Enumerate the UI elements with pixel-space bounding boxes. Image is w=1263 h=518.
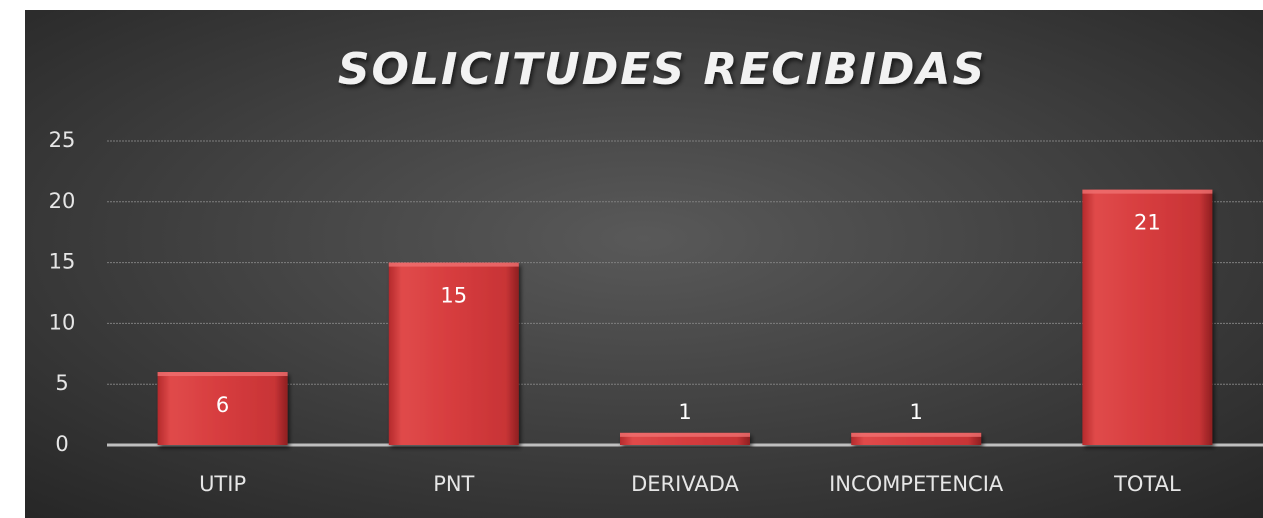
data-label: 6 [216,393,229,417]
bar-bevel [388,262,519,267]
chart-title: SOLICITUDES RECIBIDAS [338,44,986,95]
data-label: 1 [910,400,923,424]
bar-bevel [157,372,288,377]
x-tick-label: DERIVADA [631,472,739,496]
data-label: 1 [678,400,691,424]
y-tick-label: 0 [55,432,68,456]
x-tick-label: UTIP [199,472,246,496]
y-tick-label: 20 [49,189,76,213]
bar-bevel [1082,189,1213,194]
y-tick-label: 15 [49,250,76,274]
bar-bevel [851,432,982,437]
x-tick-label: PNT [433,472,474,496]
data-label: 15 [440,284,467,308]
bar-bevel [620,432,750,437]
y-tick-label: 10 [49,310,76,334]
x-tick-label: INCOMPETENCIA [829,472,1004,496]
data-label: 21 [1134,211,1161,235]
x-tick-label: TOTAL [1113,472,1181,496]
y-tick-label: 25 [49,128,76,152]
plot-area: 0 5 10 15 20 25 UTIP 6 PNT 15 DERIVADA 1 INCOMPETENC… [49,128,1263,496]
bar [157,372,288,445]
bar [1082,189,1213,445]
y-tick-label: 5 [55,371,68,395]
bar [388,262,519,445]
